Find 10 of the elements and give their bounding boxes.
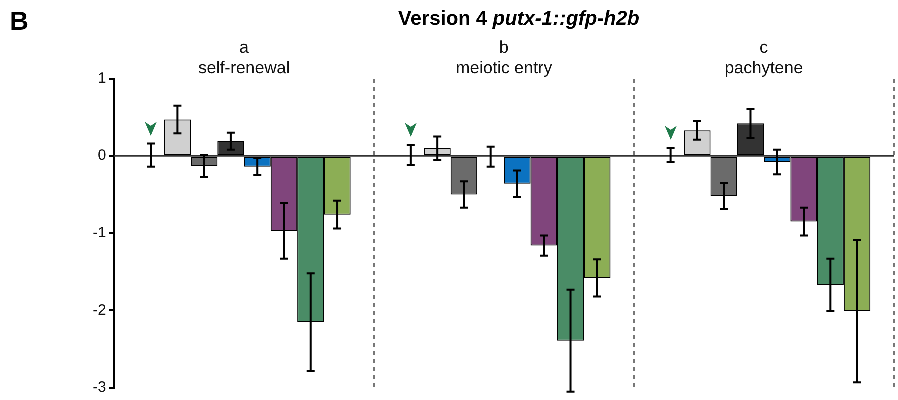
x-tick-label: b meiotic entry [456,38,553,78]
y-tick-label: -2 [92,302,106,319]
x-tick-label: a self-renewal [198,38,290,78]
y-tick-label: 0 [98,147,106,164]
chart-title: Version 4 putx-1::gfp-h2b [398,8,640,30]
y-tick-label: -1 [92,224,106,242]
y-tick-label: -3 [92,379,106,396]
x-tick-label: c pachytene [724,38,804,78]
text: B [10,6,29,37]
y-tick-label: 1 [98,70,106,87]
